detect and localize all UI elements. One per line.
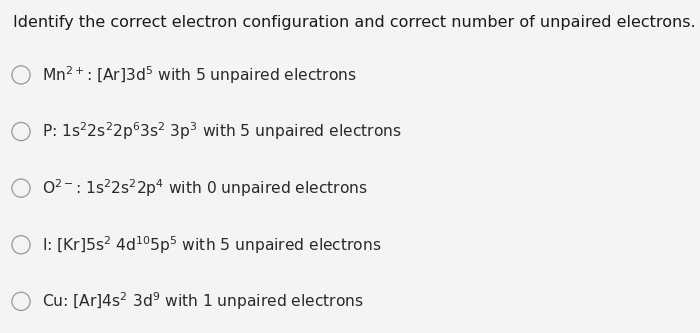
Ellipse shape [12,236,30,254]
Text: Cu: [Ar]4s$^2$ 3d$^9$ with 1 unpaired electrons: Cu: [Ar]4s$^2$ 3d$^9$ with 1 unpaired el… [42,290,364,312]
Text: Mn$^{2+}$: [Ar]3d$^5$ with 5 unpaired electrons: Mn$^{2+}$: [Ar]3d$^5$ with 5 unpaired el… [42,64,357,86]
Ellipse shape [12,292,30,310]
Ellipse shape [12,123,30,141]
Text: I: [Kr]5s$^2$ 4d$^{10}$5p$^5$ with 5 unpaired electrons: I: [Kr]5s$^2$ 4d$^{10}$5p$^5$ with 5 unp… [42,234,382,256]
Text: Identify the correct electron configuration and correct number of unpaired elect: Identify the correct electron configurat… [13,15,695,30]
Text: P: 1s$^2$2s$^2$2p$^6$3s$^2$ 3p$^3$ with 5 unpaired electrons: P: 1s$^2$2s$^2$2p$^6$3s$^2$ 3p$^3$ with … [42,121,402,143]
Text: O$^{2-}$: 1s$^2$2s$^2$2p$^4$ with 0 unpaired electrons: O$^{2-}$: 1s$^2$2s$^2$2p$^4$ with 0 unpa… [42,177,368,199]
Ellipse shape [12,66,30,84]
Ellipse shape [12,179,30,197]
